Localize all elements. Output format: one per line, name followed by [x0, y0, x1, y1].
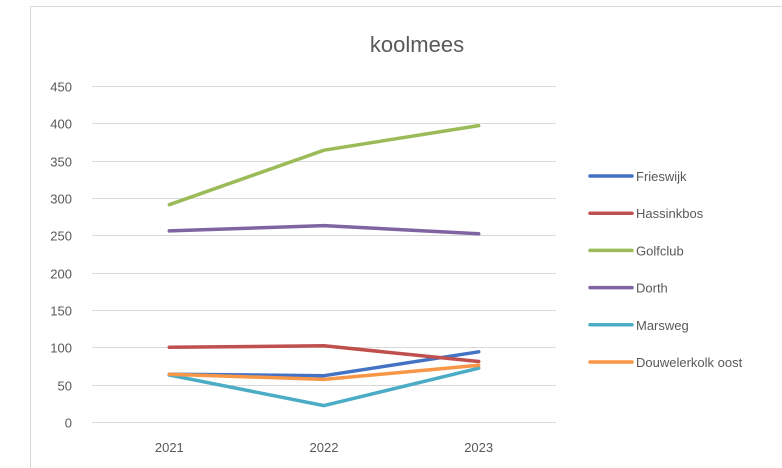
- x-tick-label: 2021: [155, 440, 184, 455]
- legend: Frieswijk Hassinkbos Golfclub Dorth Marsweg D…: [588, 169, 743, 370]
- chart-border: [30, 6, 782, 468]
- x-axis: 2021 2022 2023: [155, 440, 493, 455]
- legend-label-marsweg: Marsweg: [636, 318, 689, 333]
- legend-label-dorth: Dorth: [636, 281, 668, 296]
- y-tick-label: 100: [50, 341, 72, 356]
- legend-label-hassinkbos: Hassinkbos: [636, 206, 704, 221]
- y-tick-label: 450: [50, 80, 72, 95]
- y-tick-label: 400: [50, 117, 72, 132]
- y-axis: 0 50 100 150 200 250 300 350 400 450: [50, 80, 72, 431]
- series-line-dorth: [167, 223, 481, 236]
- series-line-golfclub: [167, 123, 481, 207]
- chart-title: koolmees: [370, 32, 464, 57]
- y-tick-label: 0: [65, 416, 72, 431]
- series-line-hassinkbos: [167, 344, 481, 364]
- series-lines: [167, 123, 481, 408]
- x-tick-label: 2023: [464, 440, 493, 455]
- legend-label-frieswijk: Frieswijk: [636, 169, 687, 184]
- legend-label-douwelerkolk-oost: Douwelerkolk oost: [636, 355, 743, 370]
- y-tick-label: 250: [50, 229, 72, 244]
- y-tick-label: 200: [50, 267, 72, 282]
- y-tick-label: 150: [50, 304, 72, 319]
- legend-label-golfclub: Golfclub: [636, 243, 684, 258]
- x-tick-label: 2022: [310, 440, 339, 455]
- y-tick-label: 50: [58, 379, 72, 394]
- series-line-marsweg: [167, 366, 481, 408]
- y-tick-label: 300: [50, 192, 72, 207]
- series-line-douwelerkolk-oost: [167, 363, 481, 382]
- y-tick-label: 350: [50, 155, 72, 170]
